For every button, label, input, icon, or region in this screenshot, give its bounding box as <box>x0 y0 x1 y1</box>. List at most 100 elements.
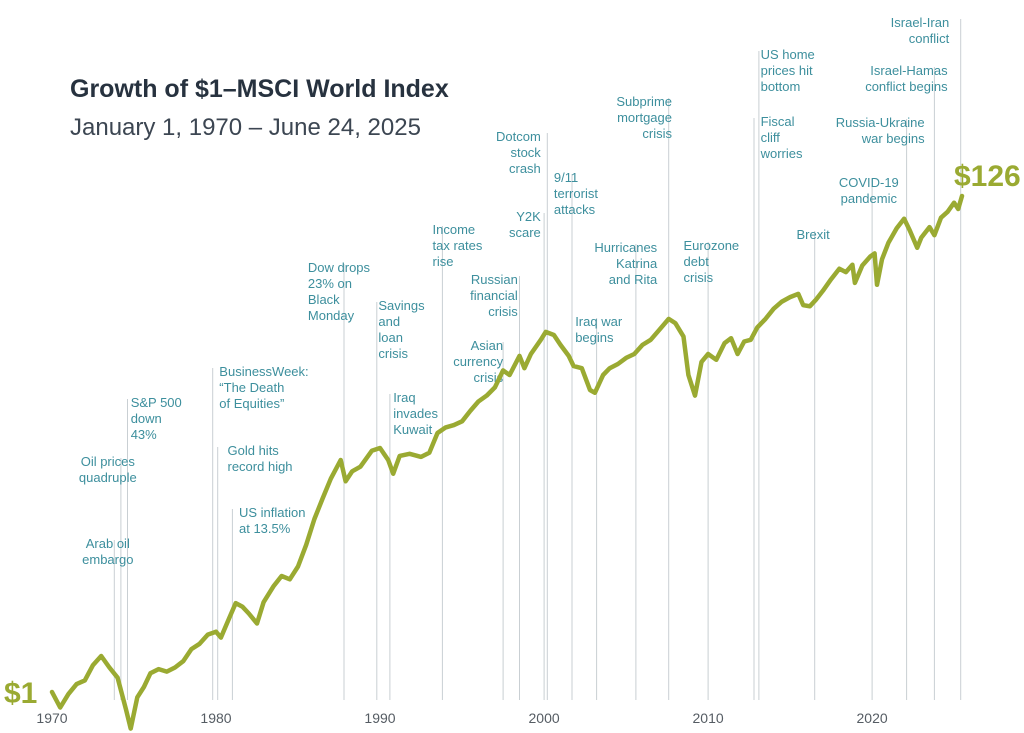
event-annotation-line: rise <box>433 254 454 269</box>
event-annotation-line: currency <box>453 354 503 369</box>
event-annotation-line: Subprime <box>616 94 672 109</box>
event-annotation-line: Monday <box>308 308 355 323</box>
event-annotation: Russia-Ukraine war begins <box>836 115 925 146</box>
event-annotation-line: and Rita <box>609 272 658 287</box>
event-annotation: COVID-19 pandemic <box>839 175 899 206</box>
event-annotation: Eurozone debt crisis <box>684 238 740 285</box>
event-annotation-line: cliff <box>761 130 781 145</box>
event-annotation-line: of Equities” <box>219 396 284 411</box>
event-annotation-line: Iraq war <box>575 314 623 329</box>
event-annotation-line: at 13.5% <box>239 521 291 536</box>
event-annotation: Israel-Hamas conflict begins <box>865 63 948 94</box>
event-annotation: Iraq war begins <box>575 314 623 345</box>
event-annotation-line: Gold hits <box>228 443 280 458</box>
event-annotation: S&P 500 down 43% <box>131 395 182 442</box>
event-annotation-line: Black <box>308 292 340 307</box>
event-annotation: BusinessWeek: “The Death of Equities” <box>219 364 308 411</box>
event-annotation: US inflation at 13.5% <box>239 505 305 536</box>
event-annotation: Russian financial crisis <box>470 272 518 319</box>
event-annotation: Income tax rates rise <box>433 222 483 269</box>
x-tick-label: 1990 <box>364 710 395 726</box>
event-annotation-line: financial <box>470 288 518 303</box>
event-annotation: Dow drops 23% on Black Monday <box>308 260 371 323</box>
event-annotation-line: crash <box>509 161 541 176</box>
chart-title: Growth of $1–MSCI World Index <box>70 75 449 103</box>
event-annotation-line: and <box>378 314 400 329</box>
event-annotation-line: stock <box>510 145 541 160</box>
event-annotation-line: Fiscal <box>761 114 795 129</box>
event-annotation-line: debt <box>684 254 710 269</box>
event-annotation-line: Hurricanes <box>594 240 657 255</box>
start-value-label: $1 <box>4 677 37 710</box>
event-annotation-line: Russia-Ukraine <box>836 115 925 130</box>
event-annotation-line: Asian <box>471 338 504 353</box>
event-annotation-line: crisis <box>684 270 714 285</box>
event-annotation-line: Brexit <box>796 227 830 242</box>
event-annotation-line: mortgage <box>617 110 672 125</box>
annotation-lines <box>113 19 962 700</box>
event-annotation-line: Dow drops <box>308 260 371 275</box>
end-value-label: $126 <box>954 160 1021 193</box>
event-annotation-line: 43% <box>131 427 157 442</box>
event-annotation: Arab oil embargo <box>82 536 133 567</box>
x-tick-label: 1970 <box>36 710 67 726</box>
event-annotation-line: conflict <box>909 31 950 46</box>
event-annotation-line: begins <box>575 330 614 345</box>
x-tick-label: 2020 <box>857 710 888 726</box>
event-annotation-line: invades <box>393 406 438 421</box>
event-annotation-line: 23% on <box>308 276 352 291</box>
event-annotation-line: S&P 500 <box>131 395 182 410</box>
event-annotation: Savings and loan crisis <box>378 298 425 361</box>
annotation-labels: Arab oil embargo Oil prices quadruple S&P 50… <box>79 15 950 567</box>
event-annotation: Gold hits record high <box>228 443 293 474</box>
event-annotation-line: Oil prices <box>81 454 136 469</box>
x-tick-label: 2010 <box>693 710 724 726</box>
event-annotation-line: Savings <box>378 298 425 313</box>
event-annotation: Brexit <box>796 227 830 242</box>
event-annotation-line: crisis <box>488 304 518 319</box>
event-annotation: Iraq invades Kuwait <box>393 390 438 437</box>
event-annotation-line: quadruple <box>79 470 137 485</box>
event-annotation-line: scare <box>509 225 541 240</box>
event-annotation: Y2K scare <box>509 209 541 240</box>
event-annotation-line: loan <box>378 330 403 345</box>
series-line-msci-world <box>49 193 965 731</box>
x-tick-label: 1980 <box>200 710 231 726</box>
event-annotation-line: crisis <box>642 126 672 141</box>
event-annotation: Hurricanes Katrina and Rita <box>594 240 658 287</box>
event-annotation-line: Israel-Hamas <box>870 63 948 78</box>
event-annotation: Fiscal cliff worries <box>760 114 803 161</box>
event-annotation-line: worries <box>760 146 803 161</box>
event-annotation-line: COVID-19 <box>839 175 899 190</box>
event-annotation-line: terrorist <box>554 186 598 201</box>
event-annotation-line: Iraq <box>393 390 415 405</box>
event-annotation-line: bottom <box>761 79 801 94</box>
event-annotation-line: Arab oil <box>86 536 130 551</box>
event-annotation-line: embargo <box>82 552 133 567</box>
event-annotation-line: war begins <box>861 131 925 146</box>
event-annotation-line: Israel-Iran <box>891 15 950 30</box>
event-annotation-line: US inflation <box>239 505 305 520</box>
event-annotation: Subprime mortgage crisis <box>616 94 672 141</box>
event-annotation: Dotcom stock crash <box>496 129 541 176</box>
event-annotation-line: attacks <box>554 202 596 217</box>
chart-subtitle: January 1, 1970 – June 24, 2025 <box>70 114 421 141</box>
event-annotation-line: tax rates <box>433 238 483 253</box>
event-annotation-line: Eurozone <box>684 238 740 253</box>
event-annotation-line: conflict begins <box>865 79 948 94</box>
event-annotation-line: US home <box>761 47 815 62</box>
event-annotation-line: record high <box>228 459 293 474</box>
event-annotation: US home prices hit bottom <box>761 47 815 94</box>
event-annotation-line: down <box>131 411 162 426</box>
event-annotation-line: Russian <box>471 272 518 287</box>
event-annotation-line: Katrina <box>616 256 658 271</box>
event-annotation: Asian currency crisis <box>453 338 503 385</box>
event-annotation: Oil prices quadruple <box>79 454 137 485</box>
event-annotation-line: Y2K <box>516 209 541 224</box>
event-annotation-line: crisis <box>378 346 408 361</box>
event-annotation-line: pandemic <box>841 191 898 206</box>
event-annotation: Israel-Iran conflict <box>891 15 950 46</box>
event-annotation-line: 9/11 <box>554 170 578 185</box>
event-annotation-line: “The Death <box>219 380 284 395</box>
